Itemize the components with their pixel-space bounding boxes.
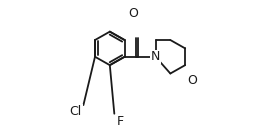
Text: Cl: Cl bbox=[69, 105, 82, 118]
Text: O: O bbox=[187, 74, 197, 87]
Text: F: F bbox=[117, 115, 124, 128]
Text: O: O bbox=[129, 7, 139, 20]
Text: N: N bbox=[151, 50, 160, 63]
